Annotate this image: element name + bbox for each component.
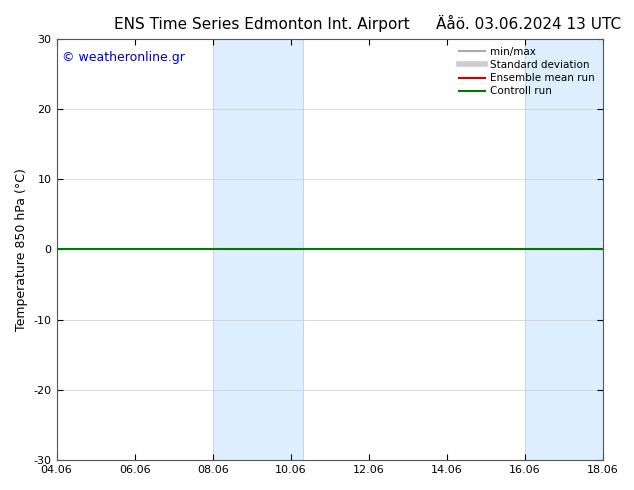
Bar bbox=[213, 39, 302, 460]
Text: Äåö. 03.06.2024 13 UTC: Äåö. 03.06.2024 13 UTC bbox=[436, 17, 621, 32]
Text: ENS Time Series Edmonton Int. Airport: ENS Time Series Edmonton Int. Airport bbox=[114, 17, 410, 32]
Text: © weatheronline.gr: © weatheronline.gr bbox=[62, 51, 185, 64]
Bar bbox=[525, 39, 603, 460]
Y-axis label: Temperature 850 hPa (°C): Temperature 850 hPa (°C) bbox=[15, 168, 28, 331]
Legend: min/max, Standard deviation, Ensemble mean run, Controll run: min/max, Standard deviation, Ensemble me… bbox=[456, 44, 598, 99]
